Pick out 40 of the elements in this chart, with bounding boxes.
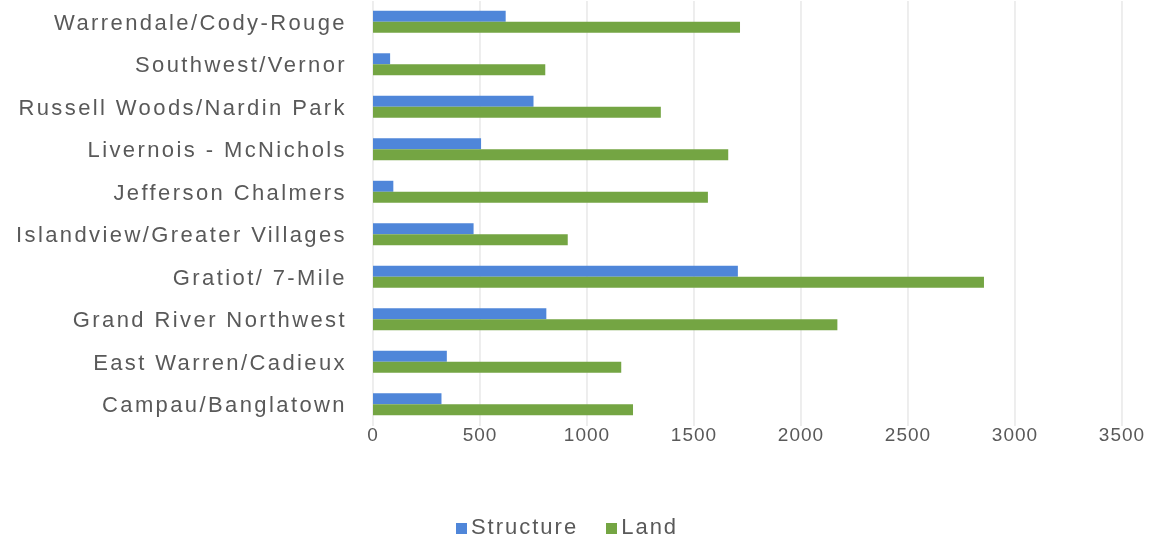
x-tick-label: 2500	[884, 424, 932, 446]
x-tick-label: 2000	[777, 424, 825, 446]
x-tick-label: 1000	[563, 424, 611, 446]
bar	[373, 393, 442, 405]
y-tick-label: Jefferson Chalmers	[113, 179, 347, 205]
bar	[373, 319, 838, 331]
x-tick-label: 3500	[1098, 424, 1146, 446]
y-tick-label: Grand River Northwest	[72, 307, 347, 333]
y-tick-label: Islandview/Greater Villages	[16, 222, 347, 248]
x-tick-label: 3000	[991, 424, 1039, 446]
bar	[373, 404, 634, 416]
bar	[373, 265, 738, 277]
y-tick-label: Livernois - McNichols	[87, 137, 347, 163]
bar	[373, 308, 547, 320]
bar	[373, 276, 984, 288]
bar	[373, 138, 482, 150]
bar	[373, 149, 729, 161]
y-tick-label: Campau/Banglatown	[101, 392, 347, 418]
bar	[373, 53, 391, 65]
bar	[373, 180, 394, 192]
y-tick-label: East Warren/Cadieux	[93, 349, 347, 375]
bar	[373, 350, 447, 362]
x-tick-label: 1500	[670, 424, 718, 446]
y-tick-label: Southwest/Vernor	[134, 52, 347, 78]
y-tick-label: Warrendale/Cody-Rouge	[54, 9, 347, 35]
bar	[373, 95, 534, 107]
bar	[373, 10, 506, 22]
bar	[373, 223, 474, 235]
legend-label: Structure	[470, 514, 579, 539]
x-tick-label: 500	[462, 424, 498, 446]
bar	[373, 234, 568, 246]
bar	[373, 361, 622, 373]
x-tick-label: 0	[367, 424, 379, 446]
bar	[373, 21, 741, 33]
bar	[373, 106, 661, 118]
y-tick-label: Russell Woods/Nardin Park	[18, 94, 347, 120]
y-tick-label: Gratiot/ 7-Mile	[172, 264, 347, 290]
bar	[373, 64, 546, 76]
bar	[373, 191, 708, 203]
legend-label: Land	[621, 514, 679, 539]
